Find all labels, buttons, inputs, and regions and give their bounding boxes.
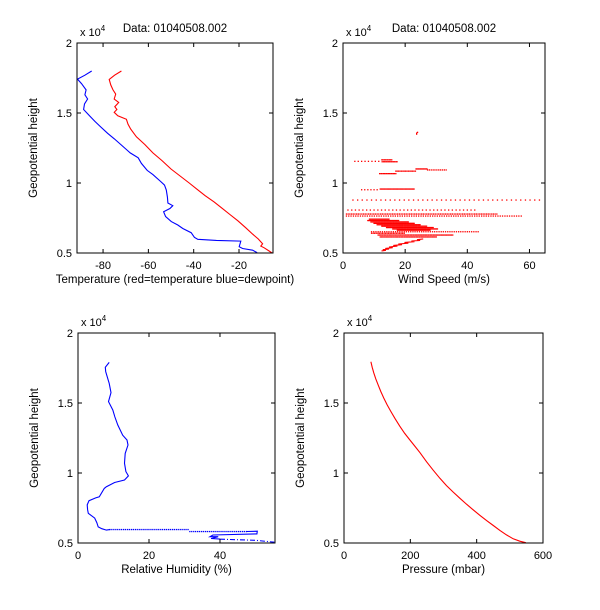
- x-tick-label: 0: [341, 550, 347, 562]
- x-tick-label: 200: [401, 550, 419, 562]
- y-tick-label: 1.5: [58, 398, 73, 410]
- x-axis-label: Temperature (red=temperature blue=dewpoi…: [56, 274, 295, 286]
- x-tick-label: -60: [140, 260, 156, 272]
- axes-box: [76, 42, 274, 254]
- x-tick-label: -20: [231, 260, 247, 272]
- y-axis-label: Geopotential height: [294, 97, 306, 198]
- y-axis-exponent: x 104: [81, 314, 107, 329]
- y-tick-label: 1: [332, 178, 338, 190]
- y-tick-label: 0.5: [58, 538, 73, 550]
- series-temperature: [108, 70, 273, 254]
- y-tick-label: 0.5: [324, 538, 339, 550]
- x-tick-label: 0: [75, 550, 81, 562]
- axes-box: [343, 332, 544, 544]
- y-tick-label: 2: [66, 38, 72, 50]
- axes-box: [77, 332, 276, 544]
- y-tick-label: 1: [67, 468, 73, 480]
- y-tick-label: 1.5: [324, 398, 339, 410]
- series-relative-humidity: [86, 362, 130, 531]
- series-rh-dashed-run: [219, 538, 275, 543]
- x-tick-label: 20: [399, 260, 411, 272]
- y-tick-label: 1.5: [57, 108, 72, 120]
- x-tick-label: 60: [523, 260, 535, 272]
- y-tick-label: 2: [332, 38, 338, 50]
- y-tick-label: 1: [333, 468, 339, 480]
- series-pressure: [370, 361, 526, 544]
- temperature-plot: -80 -60 -40 -20 0.5 1 1.5 2 Data: 01040508.002 x …: [28, 23, 295, 286]
- series-dewpoint: [76, 70, 258, 254]
- x-axis-label: Wind Speed (m/s): [398, 274, 490, 286]
- x-tick-label: 20: [143, 550, 155, 562]
- y-axis-label: Geopotential height: [29, 387, 41, 488]
- wind-speed-plot: 0 20 40 60 0.5 1 1.5 2 Data: 01040508.002 x 104 Wi…: [294, 23, 546, 286]
- y-tick-label: 0.5: [57, 248, 72, 260]
- x-tick-label: 40: [214, 550, 226, 562]
- relative-humidity-plot: 0 20 40 0.5 1 1.5 2 x 104 Relative Humidity (%) G…: [29, 314, 276, 576]
- x-tick-label: 40: [461, 260, 473, 272]
- x-axis-label: Pressure (mbar): [402, 564, 485, 576]
- y-axis-label: Geopotential height: [28, 97, 40, 198]
- x-axis-label: Relative Humidity (%): [121, 564, 232, 576]
- y-tick-label: 0.5: [323, 248, 338, 260]
- plot-title: Data: 01040508.002: [123, 23, 227, 35]
- series-wind-speed-dots: [345, 131, 541, 238]
- pressure-plot: 0 200 400 600 0.5 1 1.5 2 x 104 Pressure (mbar) Ge…: [295, 314, 552, 576]
- x-tick-label: 600: [534, 550, 552, 562]
- x-tick-label: 0: [340, 260, 346, 272]
- series-wind-speed-trace: [381, 238, 424, 252]
- y-axis-label: Geopotential height: [295, 387, 307, 488]
- plot-title: Data: 01040508.002: [392, 23, 496, 35]
- y-tick-label: 1.5: [323, 108, 338, 120]
- series-rh-dotted-run: [109, 528, 248, 533]
- x-tick-label: 400: [467, 550, 485, 562]
- y-axis-exponent: x 104: [80, 24, 106, 39]
- y-tick-label: 1: [66, 178, 72, 190]
- y-tick-label: 2: [67, 328, 73, 340]
- x-tick-label: -80: [95, 260, 111, 272]
- y-tick-label: 2: [333, 328, 339, 340]
- x-tick-label: -40: [186, 260, 202, 272]
- series-rh-lower-trace: [207, 530, 258, 540]
- y-axis-exponent: x 104: [346, 24, 372, 39]
- axes-box: [342, 42, 546, 254]
- y-axis-exponent: x 104: [347, 314, 373, 329]
